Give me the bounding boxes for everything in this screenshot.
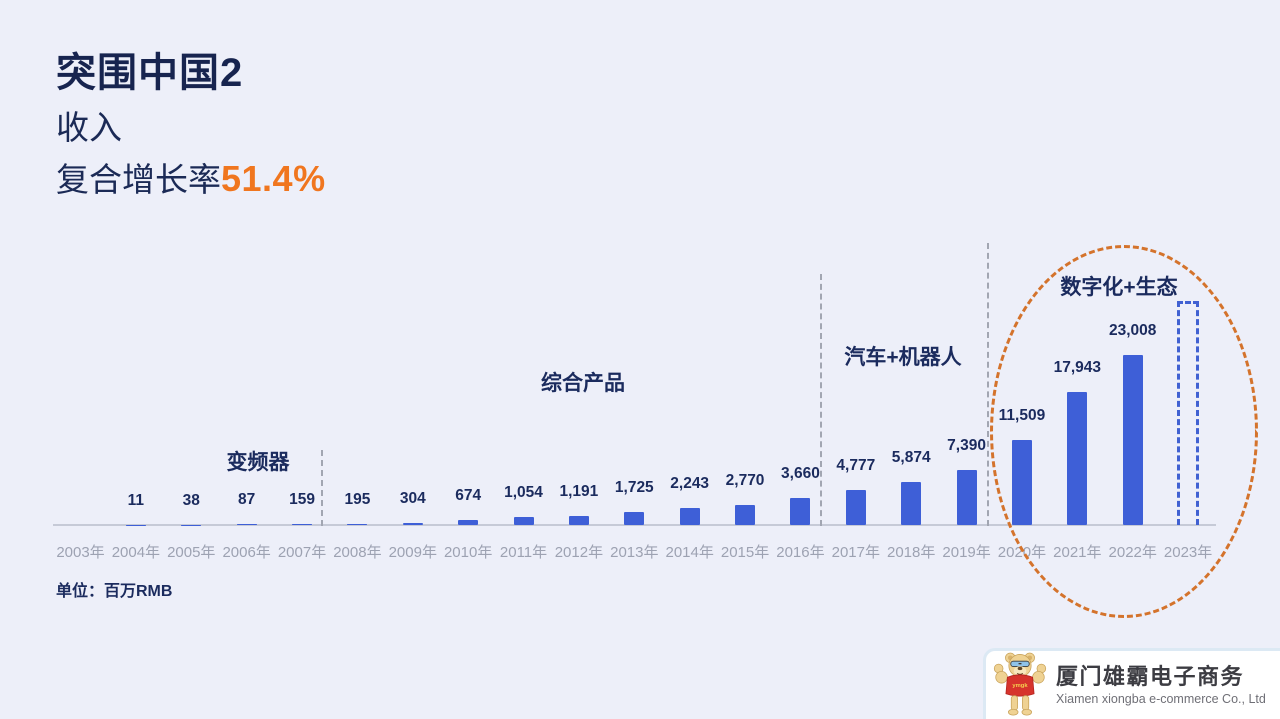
highlight-ellipse — [990, 245, 1258, 618]
bar-2007年 — [292, 523, 313, 525]
bar-value-label: 1,054 — [504, 484, 543, 502]
x-axis-label: 2011年 — [499, 544, 548, 561]
bar-2017年 — [845, 489, 866, 525]
x-axis-label: 2008年 — [333, 544, 382, 561]
bar-2008年 — [347, 523, 368, 525]
x-axis-label: 2007年 — [277, 544, 327, 561]
bar-value-label: 11 — [127, 491, 145, 509]
x-axis-label: 2010年 — [443, 544, 493, 561]
bar-2015年 — [735, 504, 756, 525]
bar-value-label: 159 — [289, 490, 315, 508]
section-label: 综合产品 — [541, 372, 625, 395]
bar-value-label: 3,660 — [781, 464, 820, 482]
x-axis-label: 2013年 — [610, 544, 659, 561]
x-axis-label: 2017年 — [831, 544, 880, 561]
cagr-value: 51.4% — [221, 157, 326, 199]
section-label: 汽车+机器人 — [844, 346, 962, 369]
x-axis-label: 2006年 — [222, 544, 271, 561]
bar-value-label: 195 — [344, 490, 371, 508]
bar-value-label: 2,770 — [725, 471, 765, 489]
bar-value-label: 304 — [399, 489, 426, 507]
page-title: 突围中国2 — [56, 51, 244, 95]
bar-2018年 — [901, 481, 922, 525]
bar-value-label: 5,874 — [891, 448, 931, 466]
x-axis-label: 2012年 — [554, 544, 604, 561]
company-logo-card: ymgk 厦门雄霸电子商务 Xiamen xiongba e-commerce … — [983, 648, 1280, 719]
bar-2013年 — [624, 512, 645, 525]
bear-mascot-icon: ymgk — [993, 652, 1047, 716]
subtitle: 收入 — [56, 109, 122, 146]
company-name-block: 厦门雄霸电子商务 Xiamen xiongba e-commerce Co., … — [1056, 664, 1266, 706]
cagr-line: 复合增长率51.4% — [56, 152, 326, 206]
bar-2016年 — [790, 497, 811, 525]
unit-label: 单位：百万RMB — [56, 583, 173, 600]
bar-2014年 — [679, 508, 700, 525]
bar-value-label: 1,725 — [614, 479, 654, 497]
x-axis-line — [53, 524, 1216, 526]
section-label: 变频器 — [226, 451, 290, 474]
x-axis-label: 2015年 — [720, 544, 770, 561]
x-axis-label: 2004年 — [111, 544, 161, 561]
company-name-en: Xiamen xiongba e-commerce Co., Ltd — [1056, 692, 1266, 706]
x-axis-label: 2009年 — [388, 544, 437, 561]
company-name-cn: 厦门雄霸电子商务 — [1056, 664, 1245, 689]
bar-value-label: 87 — [238, 491, 256, 509]
bar-value-label: 2,243 — [670, 475, 710, 493]
bar-value-label: 674 — [455, 487, 482, 505]
phase-divider-2 — [820, 274, 822, 526]
bar-2019年 — [956, 470, 977, 525]
header: 突围中国2 收入 复合增长率51.4% — [56, 50, 326, 206]
bar-2010年 — [458, 520, 479, 525]
x-axis-label: 2005年 — [167, 544, 216, 561]
x-axis-label: 2014年 — [665, 544, 714, 561]
bar-2006年 — [236, 524, 257, 525]
x-axis-label: 2018年 — [887, 544, 936, 561]
phase-divider-1 — [321, 450, 323, 526]
bar-value-label: 4,777 — [836, 456, 876, 474]
x-axis-label: 2016年 — [776, 544, 825, 561]
bar-2011年 — [513, 517, 534, 525]
cagr-label: 复合增长率 — [56, 160, 221, 198]
x-axis-label: 2003年 — [56, 544, 105, 561]
bar-value-label: 7,390 — [947, 437, 986, 455]
bar-value-label: 1,191 — [559, 483, 599, 501]
bar-2012年 — [568, 516, 589, 525]
bar-2009年 — [402, 522, 423, 525]
x-axis-label: 2019年 — [942, 544, 991, 561]
bar-value-label: 38 — [182, 491, 200, 509]
phase-divider-3 — [987, 243, 989, 526]
shirt-text: ymgk — [1012, 683, 1028, 689]
